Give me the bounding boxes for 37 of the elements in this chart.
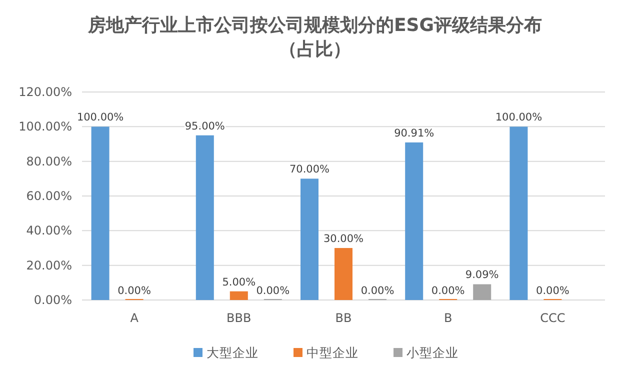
data-label: 100.00%: [495, 112, 542, 124]
data-label: 9.09%: [465, 269, 499, 282]
data-label: 5.00%: [222, 276, 256, 288]
y-tick-label: 0.00%: [34, 293, 72, 307]
x-tick-label: B: [444, 311, 452, 325]
legend-label: 中型企业: [306, 345, 358, 360]
x-tick-label: BBB: [226, 311, 252, 325]
bar: [196, 135, 214, 300]
y-tick-label: 120.00%: [18, 85, 72, 99]
legend-label: 小型企业: [406, 345, 458, 360]
y-tick-label: 20.00%: [26, 258, 72, 272]
bar: [334, 248, 352, 300]
x-tick-label: A: [130, 311, 140, 325]
data-label: 30.00%: [323, 233, 364, 245]
bar: [473, 284, 492, 300]
x-tick-label: CCC: [540, 311, 566, 325]
data-label: 0.00%: [118, 285, 151, 297]
y-tick-label: 60.00%: [26, 189, 72, 203]
bar: [91, 126, 110, 300]
data-label: 100.00%: [76, 112, 124, 124]
data-label: 70.00%: [289, 164, 330, 176]
data-label: 95.00%: [184, 120, 225, 132]
data-label: 90.91%: [394, 127, 434, 140]
bar: [405, 142, 424, 300]
y-tick-label: 100.00%: [18, 120, 72, 134]
bar: [230, 291, 248, 300]
bar: [510, 126, 528, 300]
y-tick-label: 80.00%: [26, 154, 72, 168]
bar: [300, 178, 318, 300]
x-tick-label: BB: [335, 311, 352, 325]
data-label: 0.00%: [431, 285, 465, 297]
y-tick-label: 40.00%: [26, 224, 72, 238]
legend-label: 大型企业: [206, 345, 258, 360]
data-label: 0.00%: [360, 285, 394, 297]
data-label: 0.00%: [256, 285, 290, 297]
chart-title: 房地产行业上市公司按公司规模划分的ESG评级结果分布（占比）: [86, 14, 544, 62]
data-label: 0.00%: [536, 285, 570, 297]
